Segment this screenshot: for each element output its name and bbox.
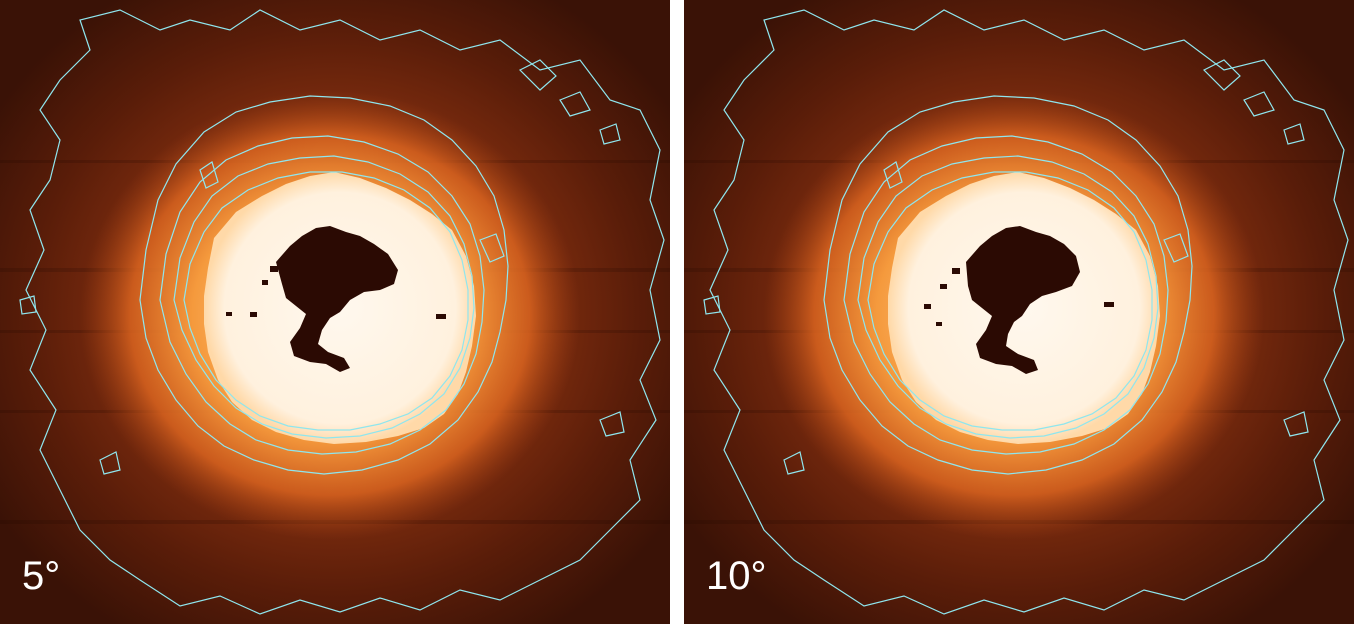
contour-lines bbox=[19, 9, 665, 615]
central-hole bbox=[276, 226, 398, 372]
contour-lines bbox=[703, 9, 1349, 615]
angle-label: 5° bbox=[22, 554, 61, 598]
angle-label: 10° bbox=[706, 554, 767, 598]
hole-fragments bbox=[924, 268, 1114, 326]
image-panel-right: 10° bbox=[684, 0, 1354, 624]
disk-image-left bbox=[0, 0, 670, 624]
central-hole bbox=[966, 226, 1080, 374]
disk-image-right bbox=[684, 0, 1354, 624]
hole-fragments bbox=[226, 266, 446, 319]
image-panel-left: 5° bbox=[0, 0, 670, 624]
